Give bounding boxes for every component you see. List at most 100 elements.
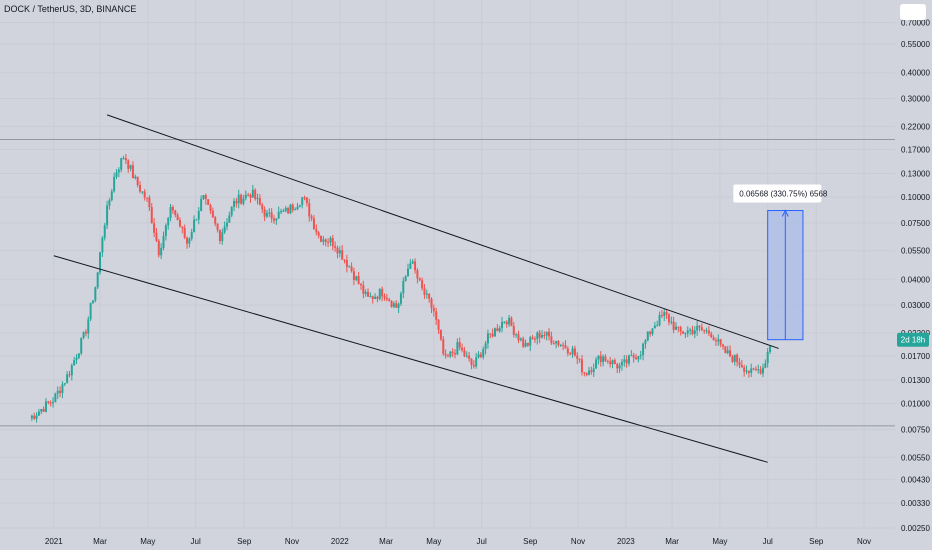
candle-body [117, 169, 120, 173]
measure-label: 0.06568 (330.75%) 6568 [739, 190, 828, 199]
candle-body [599, 355, 602, 363]
candle-body [616, 364, 619, 369]
x-tick-label: Mar [93, 537, 107, 546]
candle-body [446, 355, 449, 357]
candle-body [291, 204, 294, 210]
candle-body [658, 315, 661, 326]
candle-body [317, 232, 320, 236]
candle-body [717, 339, 720, 342]
candle-body [84, 331, 87, 334]
y-tick-label: 0.00250 [901, 524, 930, 533]
candle-body [562, 344, 565, 346]
candle-body [468, 355, 471, 359]
candle-body [364, 291, 367, 294]
candle-body [30, 415, 33, 419]
candle-body [183, 227, 186, 238]
candle-body [486, 333, 489, 344]
measure-label-box [733, 184, 822, 203]
candle-body [209, 204, 212, 211]
candle-body [719, 339, 722, 345]
y-tick-label: 0.30000 [901, 95, 930, 104]
candle-body [703, 330, 706, 332]
candle-body [691, 329, 694, 334]
candle-body [747, 370, 750, 373]
candle-body [249, 195, 252, 198]
candle-body [573, 348, 576, 356]
measure-arrow-head [781, 209, 789, 217]
candle-body [517, 334, 520, 341]
candle-body [421, 280, 424, 289]
candle-body [533, 338, 536, 340]
candle-body [557, 341, 560, 346]
candle-body [439, 329, 442, 340]
candle-body [522, 338, 525, 347]
candle-body [660, 315, 663, 317]
candle-body [649, 331, 652, 335]
candle-body [724, 346, 727, 354]
candle-body [261, 204, 264, 210]
x-tick-label: 2022 [331, 537, 349, 546]
candle-body [552, 343, 555, 345]
candle-body [390, 300, 393, 307]
candle-body [247, 194, 250, 196]
candle-body [240, 194, 243, 204]
candle-body [181, 226, 184, 228]
candle-body [667, 314, 670, 323]
candle-body [411, 261, 414, 264]
candle-body [322, 239, 325, 242]
candle-body [564, 345, 567, 349]
candle-body [536, 332, 539, 340]
y-tick-label: 0.55000 [901, 40, 930, 49]
candle-body [686, 330, 689, 334]
candle-body [202, 195, 205, 199]
candle-body [312, 218, 315, 230]
candle-body [282, 210, 285, 212]
candle-body [381, 288, 384, 297]
candle-body [745, 370, 748, 372]
x-tick-label: Sep [523, 537, 538, 546]
candle-body [571, 348, 574, 355]
candle-body [602, 356, 605, 363]
candle-body [501, 321, 504, 329]
candle-body [529, 337, 532, 346]
x-tick-label: 2021 [45, 537, 63, 546]
candle-body [449, 351, 452, 357]
candle-body [171, 206, 174, 211]
candle-body [127, 160, 130, 169]
candle-body [256, 198, 259, 200]
candle-body [515, 334, 518, 336]
candle-body [113, 176, 116, 192]
candle-body [195, 219, 198, 221]
candle-body [108, 200, 111, 206]
candle-body [188, 238, 191, 244]
candle-body [164, 225, 167, 237]
candle-body [653, 325, 656, 329]
candle-body [167, 217, 170, 226]
candle-body [378, 288, 381, 299]
candle-body [235, 200, 238, 204]
candle-body [131, 165, 134, 179]
candle-body [56, 390, 59, 394]
candle-body [136, 176, 139, 185]
candle-body [632, 355, 635, 358]
candle-body [505, 321, 508, 325]
candle-body [416, 270, 419, 279]
candle-body [696, 325, 699, 331]
y-tick-label: 0.70000 [901, 19, 930, 28]
x-tick-label: 2023 [617, 537, 635, 546]
candle-body [350, 266, 353, 272]
candle-body [609, 361, 612, 365]
candle-body [124, 158, 127, 161]
candle-body [496, 328, 499, 332]
candle-body [470, 358, 473, 366]
candle-body [334, 246, 337, 248]
candle-body [338, 250, 341, 254]
x-tick-label: Mar [379, 537, 393, 546]
candle-body [442, 339, 445, 354]
candle-body [630, 355, 633, 357]
candle-body [644, 340, 647, 344]
candle-body [270, 212, 273, 219]
price-scale-corner-badge[interactable] [900, 4, 926, 20]
